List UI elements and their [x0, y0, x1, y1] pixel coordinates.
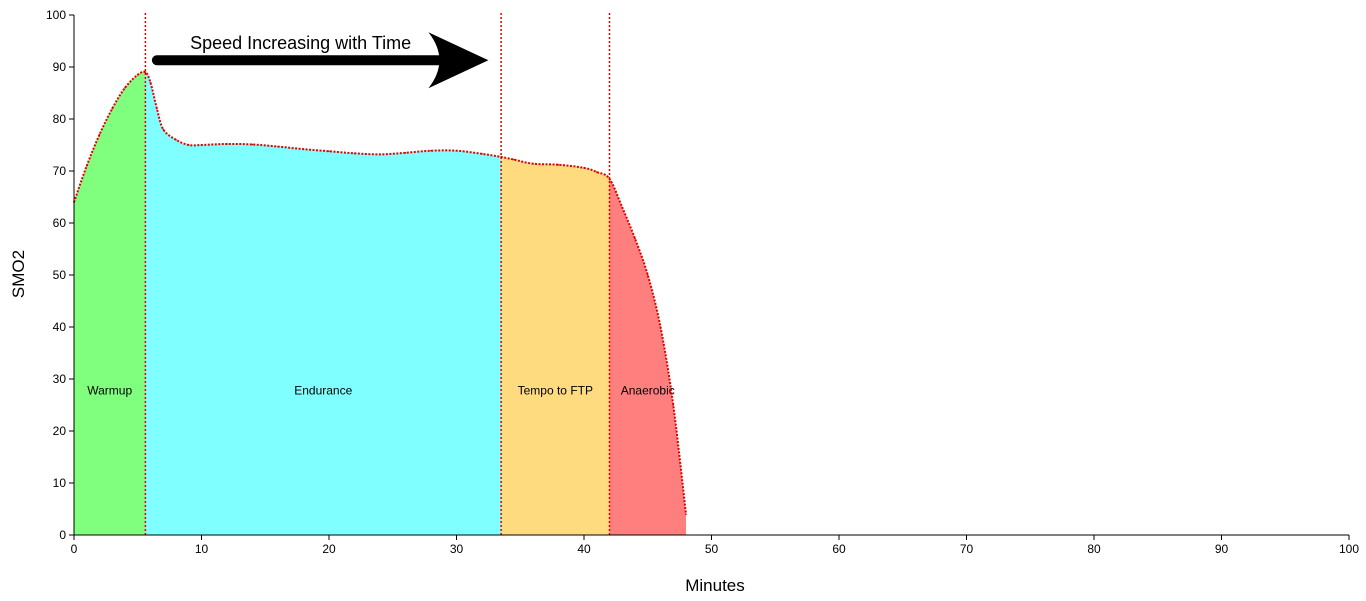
- data-point: [379, 153, 381, 156]
- x-tick-label: 40: [577, 542, 591, 556]
- data-point: [226, 143, 228, 145]
- data-point: [634, 237, 636, 240]
- data-point: [430, 149, 432, 152]
- y-tick-label: 30: [53, 372, 67, 386]
- data-point: [175, 139, 177, 141]
- data-point: [98, 133, 101, 136]
- data-point: [583, 167, 585, 169]
- x-tick-label: 10: [195, 542, 209, 556]
- data-point: [659, 326, 662, 328]
- data-point: [156, 107, 158, 110]
- zone-label-anaerobic: Anaerobic: [621, 384, 675, 398]
- zones-layer: Warmup Endurance Tempo to FTP Anaerobic: [74, 71, 686, 536]
- zone-area-endurance: [145, 72, 502, 535]
- data-point: [595, 171, 598, 173]
- data-point: [85, 165, 88, 167]
- y-tick-label: 60: [53, 216, 67, 230]
- data-point: [144, 71, 147, 73]
- axes: 0 10 20 30 40 50 60 70 80 90 100 0 10 20 30 40 50 60 70 80 9…: [46, 8, 1359, 556]
- zone-label-tempo-to-ftp: Tempo to FTP: [518, 384, 593, 398]
- x-tick-label: 100: [1339, 542, 1359, 556]
- y-tick-label: 10: [53, 476, 67, 490]
- data-point: [251, 143, 254, 146]
- zone-area-warmup: [74, 71, 146, 535]
- data-point: [149, 81, 152, 84]
- y-tick-label: 80: [53, 112, 67, 126]
- y-tick-label: 90: [53, 60, 67, 74]
- x-tick-label: 90: [1215, 542, 1229, 556]
- data-point: [513, 158, 515, 161]
- data-point: [111, 107, 114, 110]
- data-point: [277, 145, 279, 148]
- annotation-layer: Speed Increasing with Time: [151, 32, 489, 89]
- data-point: [124, 87, 126, 89]
- y-tick-label: 70: [53, 164, 67, 178]
- x-tick-label: 50: [705, 542, 719, 556]
- data-point: [672, 404, 675, 406]
- x-axis-label: Minutes: [685, 576, 745, 595]
- data-point: [532, 162, 534, 165]
- data-point: [646, 274, 649, 276]
- x-tick-label: 80: [1087, 542, 1101, 556]
- zone-area-anaerobic: [609, 178, 686, 536]
- zone-label-endurance: Endurance: [294, 384, 352, 398]
- x-tick-label: 60: [832, 542, 846, 556]
- data-point: [481, 153, 483, 155]
- data-point: [136, 74, 139, 76]
- x-tick-label: 0: [71, 542, 78, 556]
- series-layer: [73, 70, 687, 515]
- data-point: [187, 144, 190, 146]
- y-tick-label: 50: [53, 268, 67, 282]
- zone-divider-lines: [144, 13, 611, 535]
- data-point: [302, 148, 305, 150]
- data-point: [328, 150, 330, 153]
- data-point: [353, 152, 356, 155]
- annotation-label: Speed Increasing with Time: [190, 33, 411, 53]
- x-tick-label: 30: [450, 542, 464, 556]
- x-tick-label: 70: [960, 542, 974, 556]
- data-point: [500, 156, 502, 158]
- data-point: [608, 178, 611, 180]
- data-point: [621, 206, 624, 209]
- y-tick-label: 100: [46, 8, 66, 22]
- y-tick-label: 20: [53, 424, 67, 438]
- data-point: [557, 163, 560, 166]
- zone-area-tempo-to-ftp: [501, 156, 610, 535]
- arrow-head: [428, 32, 489, 89]
- data-point: [162, 128, 165, 131]
- data-point: [455, 149, 458, 152]
- y-tick-label: 0: [59, 528, 66, 542]
- y-tick-label: 40: [53, 320, 67, 334]
- zone-label-warmup: Warmup: [87, 384, 132, 398]
- data-point: [404, 152, 407, 154]
- data-point: [200, 144, 203, 146]
- data-point: [685, 513, 687, 515]
- x-tick-label: 20: [322, 542, 336, 556]
- y-axis-label: SMO2: [9, 250, 28, 298]
